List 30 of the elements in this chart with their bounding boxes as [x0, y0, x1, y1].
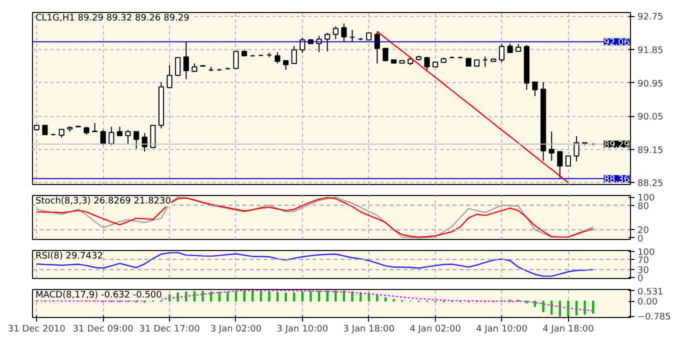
chart-title: Stoch(8,3,3) 26.8269 21.8230	[36, 196, 172, 206]
x-tick-label: 31 Dec 09:00	[72, 324, 134, 334]
y-tick-label: 0.531	[638, 287, 664, 298]
chart-title: CL1G,H1 89.29 89.32 89.26 89.29	[36, 14, 190, 24]
x-tick-label: 4 Jan 18:00	[542, 324, 594, 334]
chart-title: RSI(8) 29.7432	[36, 252, 103, 262]
x-tick-label: 31 Dec 17:00	[139, 324, 200, 334]
y-tick-label: 91.85	[638, 46, 664, 56]
y-tick-label: 89.15	[638, 146, 664, 156]
y-tick-label: 88.25	[638, 179, 664, 190]
x-tick-label: 3 Jan 18:00	[343, 324, 395, 334]
x-tick-label: 31 Dec 2010	[8, 324, 66, 334]
ref-line-label: 88.36	[604, 175, 630, 186]
y-tick-label: 0	[638, 234, 644, 244]
ref-line-label: 92.06	[604, 38, 630, 48]
y-tick-label: 70	[638, 256, 650, 266]
x-tick-label: 4 Jan 02:00	[410, 324, 462, 334]
y-tick-label: 92.75	[638, 12, 664, 23]
y-tick-label: 90.05	[638, 112, 664, 123]
y-tick-label: 0.00	[638, 298, 658, 308]
y-tick-label: 100	[638, 194, 655, 204]
y-tick-label: 0	[638, 274, 644, 284]
y-tick-label: 80	[638, 202, 650, 212]
y-tick-label: −0.785	[638, 312, 671, 323]
x-tick-label: 3 Jan 02:00	[210, 324, 262, 334]
y-tick-label: 90.95	[638, 79, 664, 90]
x-tick-label: 4 Jan 10:00	[476, 324, 528, 334]
chart-title: MACD(8,17,9) -0.632 -0.500	[36, 290, 162, 300]
x-tick-label: 3 Jan 10:00	[276, 324, 328, 334]
y-tick-label: 20	[638, 226, 650, 236]
